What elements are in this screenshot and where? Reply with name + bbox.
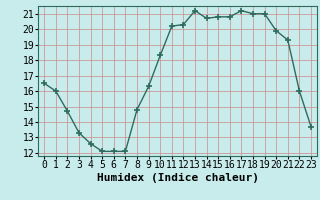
X-axis label: Humidex (Indice chaleur): Humidex (Indice chaleur) — [97, 173, 259, 183]
